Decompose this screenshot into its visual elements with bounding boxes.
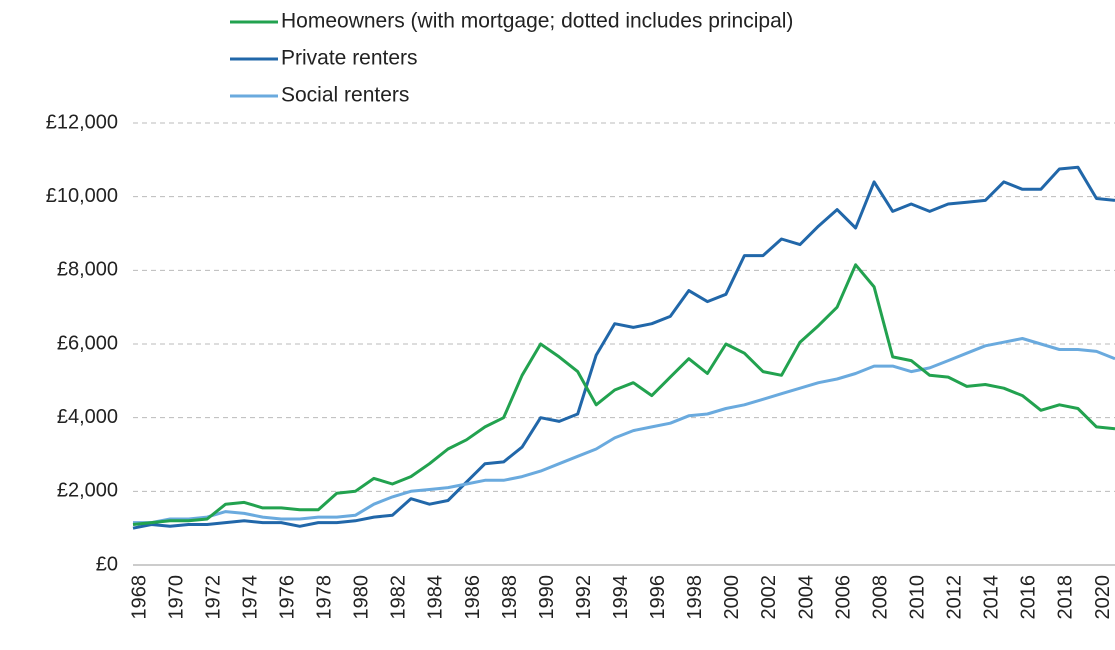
x-tick-label: 1994 xyxy=(610,575,632,620)
x-tick-label: 2008 xyxy=(869,575,891,620)
x-tick-label: 1992 xyxy=(573,575,595,620)
x-tick-label: 1996 xyxy=(647,575,669,620)
x-tick-label: 1968 xyxy=(128,575,150,620)
x-tick-label: 2010 xyxy=(906,575,928,620)
x-tick-label: 1978 xyxy=(314,575,336,620)
legend-label: Social renters xyxy=(281,84,409,107)
x-tick-label: 1974 xyxy=(239,575,261,620)
x-tick-label: 1986 xyxy=(462,575,484,620)
data-line xyxy=(133,337,1115,525)
y-tick-label: £6,000 xyxy=(57,332,118,354)
legend-label: Homeowners (with mortgage; dotted includ… xyxy=(281,10,793,33)
x-tick-label: 1982 xyxy=(388,575,410,620)
legend-label: Private renters xyxy=(281,47,418,70)
data-line xyxy=(132,263,1115,526)
x-tick-label: 1984 xyxy=(425,575,447,620)
y-tick-label: £8,000 xyxy=(57,259,118,281)
x-tick-label: 1990 xyxy=(536,575,558,620)
y-tick-label: £2,000 xyxy=(57,480,118,502)
x-tick-label: 2002 xyxy=(758,575,780,620)
x-tick-label: 1998 xyxy=(684,575,706,620)
x-tick-label: 2018 xyxy=(1055,575,1077,620)
data-line xyxy=(132,165,1115,530)
x-tick-label: 2014 xyxy=(981,575,1003,620)
x-tick-label: 2016 xyxy=(1018,575,1040,620)
y-tick-label: £12,000 xyxy=(46,111,118,133)
y-tick-label: £10,000 xyxy=(46,185,118,207)
x-tick-label: 2012 xyxy=(944,575,966,620)
x-tick-label: 1972 xyxy=(202,575,224,620)
y-tick-label: £0 xyxy=(96,553,118,575)
x-tick-label: 2020 xyxy=(1092,575,1114,620)
x-tick-label: 1988 xyxy=(499,575,521,620)
x-tick-label: 1980 xyxy=(351,575,373,620)
x-tick-label: 1970 xyxy=(165,575,187,620)
y-tick-label: £4,000 xyxy=(57,406,118,428)
x-tick-label: 2006 xyxy=(832,575,854,620)
x-tick-label: 1976 xyxy=(277,575,299,620)
x-tick-label: 2004 xyxy=(795,575,817,620)
x-tick-label: 2000 xyxy=(721,575,743,620)
